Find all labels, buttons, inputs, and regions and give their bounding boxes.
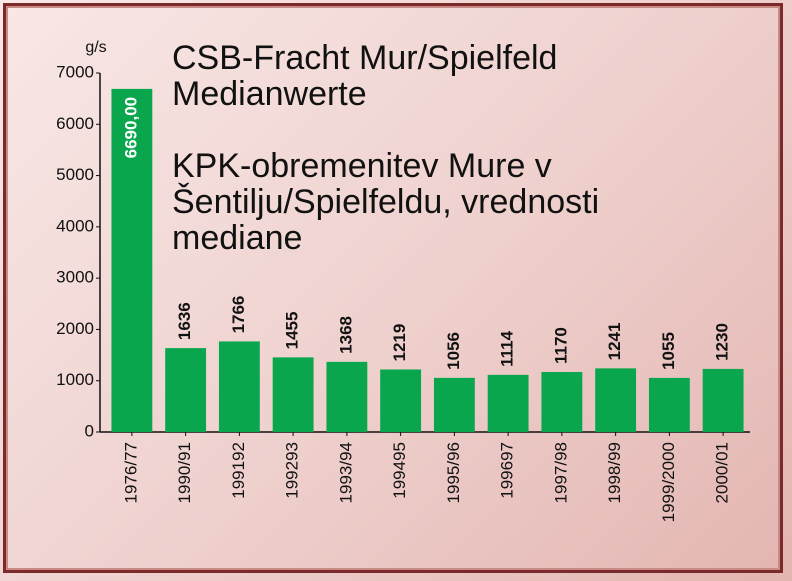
bar — [702, 368, 744, 432]
chart-title: CSB-Fracht Mur/Spielfeld Medianwerte — [172, 39, 558, 113]
y-tick-label: 4000 — [56, 216, 94, 235]
y-tick-label: 3000 — [56, 268, 94, 287]
bar — [272, 357, 314, 432]
bar — [218, 341, 260, 432]
bar — [380, 369, 422, 432]
x-tick-label: 1995/96 — [444, 442, 463, 503]
y-tick-label: 7000 — [56, 62, 94, 81]
value-label: 1766 — [229, 296, 248, 334]
value-label: 1055 — [659, 332, 678, 370]
x-tick-label: 1997/98 — [551, 442, 570, 503]
value-label: 1056 — [444, 332, 463, 370]
bar — [165, 348, 207, 432]
x-tick-label: 1998/99 — [605, 442, 624, 503]
bar — [487, 374, 529, 432]
y-tick-label: 0 — [85, 421, 94, 440]
x-tick-label: 199293 — [283, 442, 302, 499]
bar — [648, 377, 690, 432]
frame-border — [3, 3, 783, 573]
value-label: 1230 — [713, 323, 732, 361]
x-tick-label: 1999/2000 — [659, 442, 678, 522]
y-tick-label: 1000 — [56, 370, 94, 389]
bar — [111, 88, 153, 433]
value-label: 6690,00 — [121, 97, 140, 158]
value-label: 1170 — [551, 327, 570, 364]
value-label: 1114 — [498, 330, 517, 366]
value-label: 1219 — [390, 324, 409, 362]
y-tick-label: 2000 — [56, 319, 94, 338]
x-tick-label: 1990/91 — [175, 442, 194, 503]
bar — [433, 377, 475, 432]
x-tick-label: 1976/77 — [121, 442, 140, 503]
x-tick-label: 2000/01 — [713, 442, 732, 503]
y-tick-label: 5000 — [56, 165, 94, 184]
chart-subtitle: KPK-obremenitev Mure v Šentilju/Spielfel… — [172, 147, 600, 257]
value-label: 1636 — [175, 302, 194, 340]
value-label: 1241 — [605, 323, 624, 361]
y-tick-label: 6000 — [56, 114, 94, 133]
value-label: 1368 — [336, 316, 355, 354]
bar — [541, 371, 583, 432]
x-tick-label: 199192 — [229, 442, 248, 499]
bar — [595, 368, 637, 432]
x-tick-label: 199495 — [390, 442, 409, 499]
bar — [326, 361, 368, 432]
y-unit: g/s — [85, 39, 106, 56]
value-label: 1455 — [283, 312, 302, 350]
x-tick-label: 199697 — [498, 442, 517, 499]
x-tick-label: 1993/94 — [336, 442, 355, 503]
